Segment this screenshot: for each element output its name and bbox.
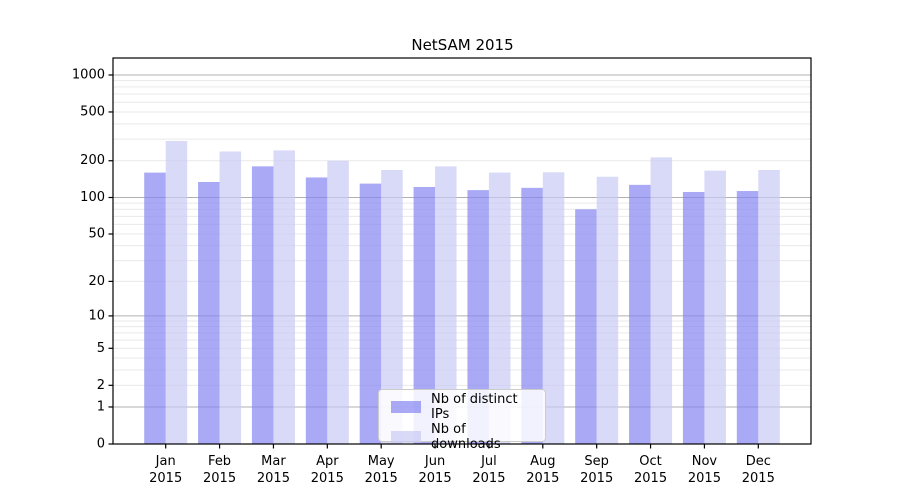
bar-dec-downloads [758,170,780,444]
y-tick-label: 100 [80,190,105,205]
legend-swatch-downloads [391,431,421,443]
x-tick-label-month: Mar [261,454,286,469]
x-axis: Jan 2015 Feb 2015 Mar 2015 Apr 2015 May 2015 Jun 20… [149,444,775,486]
y-tick-label: 1000 [72,67,105,82]
bar-sep-ips [575,209,597,444]
x-tick-label-month: Jan [155,454,176,469]
bar-apr-ips [305,177,328,445]
y-tick-label: 2 [97,378,105,393]
legend-label-downloads: Nb of downloads [431,422,501,452]
y-tick-label: 200 [80,153,105,168]
bar-apr-downloads [327,160,349,444]
x-tick-label-month: Sep [584,454,609,469]
bar-aug-ips [521,187,543,444]
x-tick-label-year: 2015 [419,471,452,486]
bar-jan-downloads [165,140,188,444]
bar-dec-ips [736,191,759,444]
x-tick-label-year: 2015 [580,471,613,486]
bar-may-downloads [381,170,403,444]
x-tick-label-month: Oct [639,454,661,469]
bar-jul-downloads [488,172,511,444]
bar-jun-downloads [435,166,457,444]
bar-jul-ips [467,190,489,444]
x-tick-label-year: 2015 [203,471,236,486]
bar-feb-downloads [219,151,242,444]
legend-item-distinct-ips: Nb of distinct IPs [387,392,537,422]
bar-jun-ips [413,186,436,444]
bar-mar-ips [251,166,274,444]
bar-may-ips [359,183,382,444]
plot-frame [112,57,812,445]
x-tick-label-month: Feb [208,454,231,469]
legend-item-downloads: Nb of downloads [387,422,537,452]
x-tick-label-year: 2015 [634,471,667,486]
x-tick-label-year: 2015 [526,471,559,486]
x-tick-label-year: 2015 [149,471,182,486]
y-tick-label: 5 [97,341,105,356]
x-tick-label-year: 2015 [311,471,344,486]
x-tick-label-month: Jul [480,454,497,469]
x-tick-label-month: Dec [746,454,771,469]
y-axis: 0 1 2 5 10 20 50 100 200 500 1000 [72,67,113,452]
legend-swatch-distinct-ips [391,401,421,413]
bar-oct-downloads [650,157,673,444]
legend-label-distinct-ips: Nb of distinct IPs [431,392,518,422]
x-tick-label-year: 2015 [472,471,505,486]
bar-nov-downloads [704,170,726,444]
x-tick-label-month: Nov [692,454,718,469]
y-tick-label: 50 [88,226,105,241]
y-tick-label: 20 [88,274,105,289]
x-tick-label-month: Aug [530,454,555,469]
y-tick-label: 500 [80,104,105,119]
x-tick-label-year: 2015 [742,471,775,486]
bar-mar-downloads [273,150,295,444]
bar-feb-ips [198,182,220,444]
x-tick-label-month: Jun [424,454,445,469]
y-tick-label: 0 [97,437,105,452]
bar-oct-ips [629,184,651,444]
y-tick-label: 1 [97,399,105,414]
bar-jan-ips [144,172,166,444]
y-tick-label: 10 [88,308,105,323]
x-tick-label-month: May [368,454,395,469]
x-tick-label-year: 2015 [365,471,398,486]
bars [144,140,780,445]
x-tick-label-year: 2015 [257,471,290,486]
bar-nov-ips [682,191,705,444]
x-tick-label-month: Apr [316,454,339,469]
x-tick-label-year: 2015 [688,471,721,486]
legend: Nb of distinct IPs Nb of downloads [378,389,546,452]
bar-sep-downloads [596,176,619,444]
chart-title: NetSAM 2015 [411,36,514,54]
bar-aug-downloads [542,172,565,444]
